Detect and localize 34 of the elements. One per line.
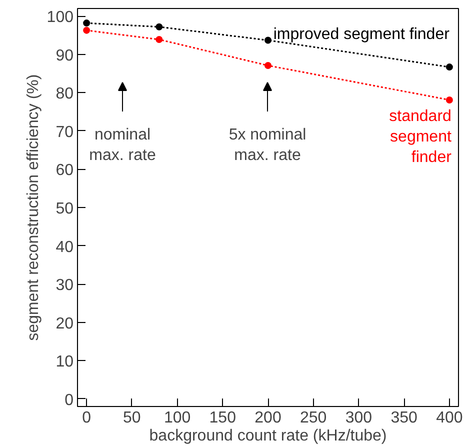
x-tick-label: 200 — [254, 410, 282, 426]
y-tick-label: 50 — [56, 200, 74, 218]
annotation: nominal max. rate — [89, 126, 156, 164]
x-tick-label: 50 — [123, 410, 141, 426]
annotation: 5x nominal max. rate — [228, 126, 306, 164]
y-axis-title: segment reconstruction efficiency (%) — [24, 74, 42, 341]
y-tick-label: 30 — [56, 277, 74, 294]
y-tick-label: 0 — [64, 392, 74, 409]
point — [446, 64, 453, 71]
y-tick-label: 70 — [56, 124, 74, 141]
x-tick-label: 400 — [436, 410, 463, 426]
y-tick-label: 40 — [56, 238, 74, 256]
series-label: improved segment finder — [273, 26, 450, 44]
point — [264, 62, 272, 70]
x-tick-label: 100 — [164, 410, 191, 426]
y-tick-label: 90 — [56, 47, 74, 64]
y-tick-label: 10 — [56, 354, 74, 371]
point — [264, 36, 272, 44]
x-tick-label: 300 — [345, 410, 372, 426]
point — [83, 26, 90, 34]
series-label: standard segment finder — [389, 108, 452, 166]
x-tick-label: 0 — [82, 410, 92, 426]
point — [156, 23, 163, 30]
x-tick-label: 250 — [300, 410, 327, 426]
x-tick-label: 350 — [390, 410, 418, 426]
x-tick-label: 150 — [209, 410, 236, 426]
y-tick-label: 20 — [56, 315, 74, 332]
y-tick-label: 100 — [46, 9, 74, 26]
x-axis-title: background count rate (kHz/tube) — [149, 428, 387, 444]
point — [446, 96, 453, 104]
y-tick-label: 80 — [56, 86, 74, 103]
y-tick-label: 60 — [56, 162, 74, 180]
point — [156, 36, 163, 43]
point — [83, 20, 90, 27]
